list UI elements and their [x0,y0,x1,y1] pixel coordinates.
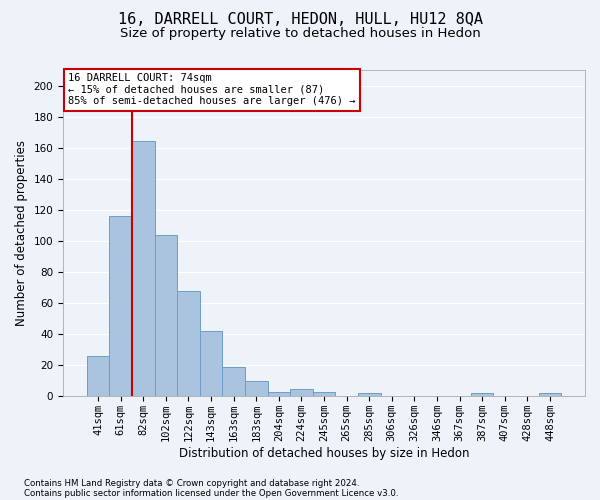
Text: Contains public sector information licensed under the Open Government Licence v3: Contains public sector information licen… [24,488,398,498]
Bar [87,356,109,397]
Bar [268,392,290,396]
Bar [245,381,268,396]
Bar [223,367,245,396]
Bar [177,290,200,397]
Bar [313,392,335,396]
Y-axis label: Number of detached properties: Number of detached properties [15,140,28,326]
Bar [109,216,132,396]
Bar [539,393,561,396]
Bar [358,393,380,396]
Text: 16, DARRELL COURT, HEDON, HULL, HU12 8QA: 16, DARRELL COURT, HEDON, HULL, HU12 8QA [118,12,482,28]
Bar [471,393,493,396]
Bar [155,234,177,396]
Bar [132,142,155,396]
Text: Size of property relative to detached houses in Hedon: Size of property relative to detached ho… [119,28,481,40]
Text: Contains HM Land Registry data © Crown copyright and database right 2024.: Contains HM Land Registry data © Crown c… [24,478,359,488]
Bar [290,388,313,396]
Bar [200,331,223,396]
Text: 16 DARRELL COURT: 74sqm
← 15% of detached houses are smaller (87)
85% of semi-de: 16 DARRELL COURT: 74sqm ← 15% of detache… [68,74,356,106]
X-axis label: Distribution of detached houses by size in Hedon: Distribution of detached houses by size … [179,447,469,460]
